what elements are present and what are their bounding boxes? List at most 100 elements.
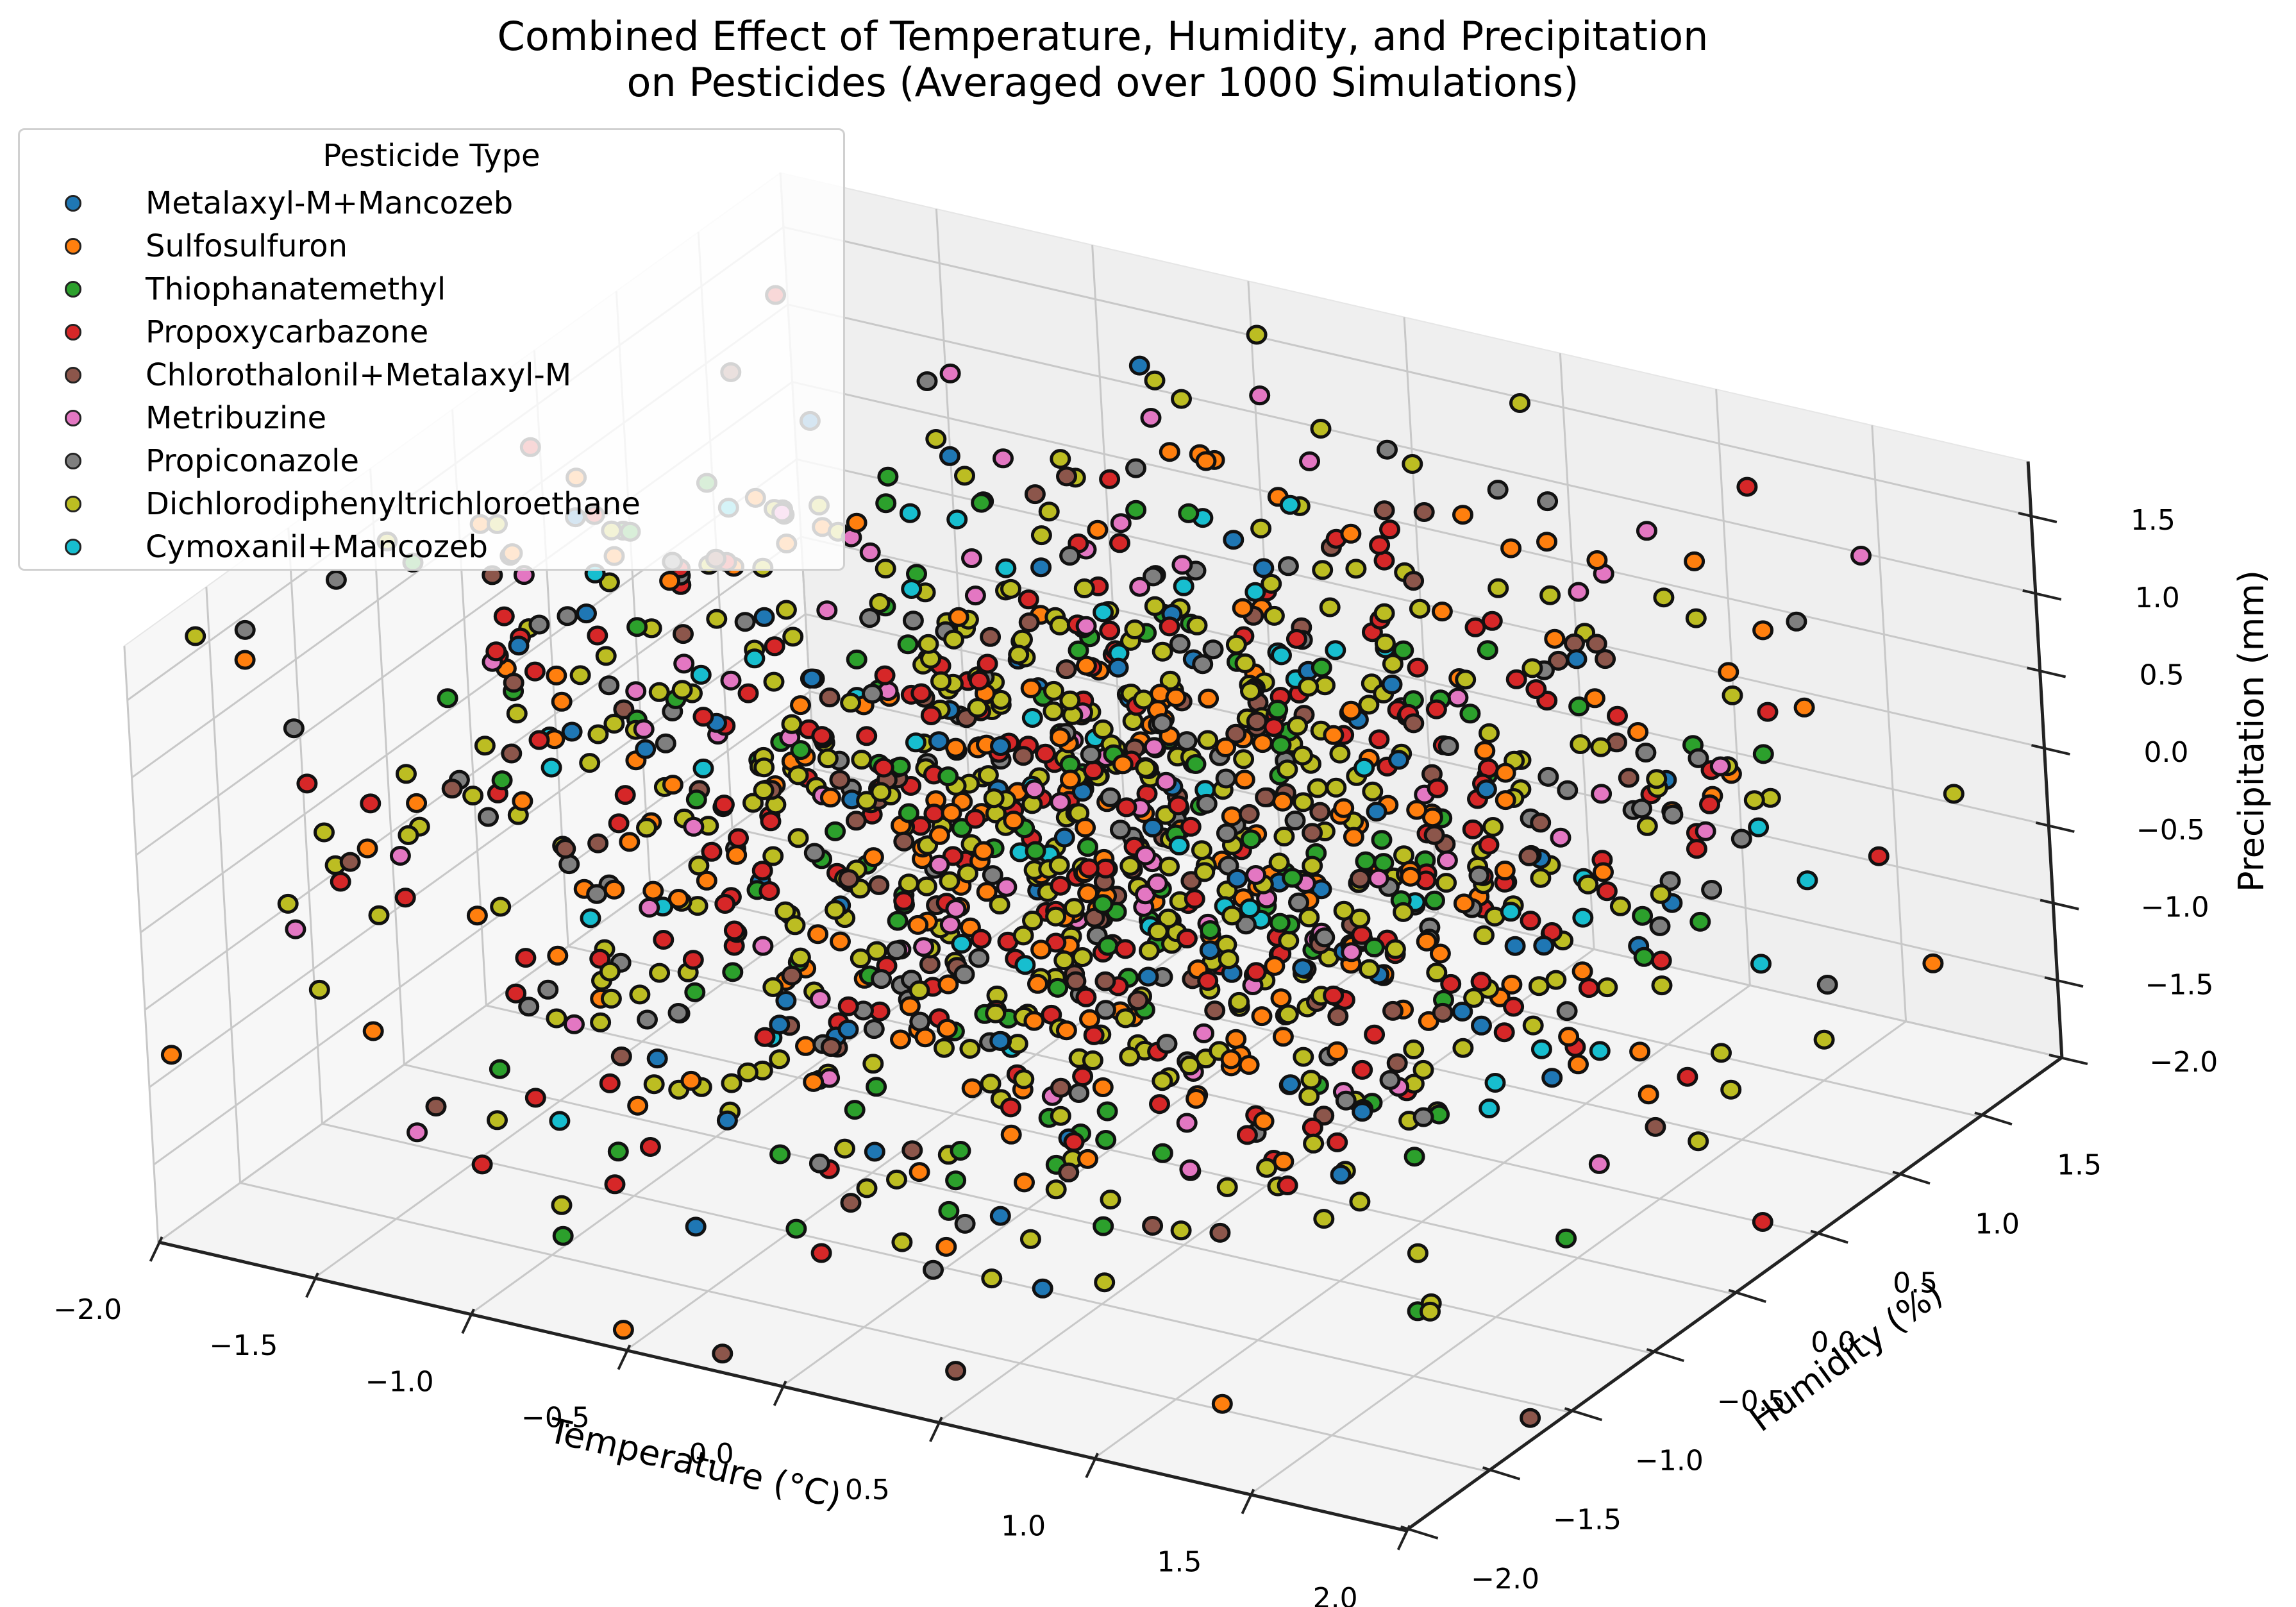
data-point xyxy=(1688,748,1709,768)
data-point xyxy=(1564,633,1585,653)
data-point xyxy=(1263,717,1285,737)
data-point xyxy=(561,721,583,742)
data-point xyxy=(1323,985,1345,1005)
data-point xyxy=(954,1213,976,1234)
data-point xyxy=(1186,615,1208,635)
data-point xyxy=(1425,699,1447,719)
data-point xyxy=(945,1170,967,1191)
y-tick-label: 1.0 xyxy=(1975,1207,2020,1240)
data-point xyxy=(763,671,785,692)
data-point xyxy=(1211,1393,1233,1414)
data-point xyxy=(1868,846,1890,866)
data-point xyxy=(785,1218,807,1239)
x-tick-label: −0.5 xyxy=(521,1402,590,1435)
data-point xyxy=(1168,795,1189,816)
x-tick-label: −1.0 xyxy=(365,1365,434,1398)
data-point xyxy=(1043,701,1064,721)
data-point xyxy=(1244,582,1266,602)
data-point xyxy=(1109,533,1130,553)
data-point xyxy=(546,1008,567,1029)
data-point xyxy=(1589,1041,1611,1061)
data-point xyxy=(1302,823,1323,843)
data-point xyxy=(1050,727,1071,748)
data-point xyxy=(662,775,683,795)
data-point xyxy=(712,1343,733,1364)
data-point xyxy=(1570,734,1591,754)
legend: Pesticide Type Metalaxyl-M+Mancozeb Sulf… xyxy=(18,128,845,571)
data-point xyxy=(781,965,803,986)
data-point xyxy=(642,880,664,901)
data-point xyxy=(1699,794,1720,814)
data-point xyxy=(1406,800,1428,820)
data-point xyxy=(1358,694,1380,715)
data-point xyxy=(1072,1066,1094,1087)
data-point xyxy=(1018,612,1040,632)
data-point xyxy=(923,1259,944,1280)
data-point xyxy=(1590,737,1612,757)
data-point xyxy=(754,1027,776,1047)
data-point xyxy=(1593,862,1614,882)
data-point xyxy=(501,743,523,764)
data-point xyxy=(1530,868,1552,888)
data-point xyxy=(742,793,764,813)
data-point xyxy=(1537,491,1559,512)
data-point xyxy=(671,680,693,700)
data-point xyxy=(1468,865,1490,886)
data-point xyxy=(886,1169,907,1190)
data-point xyxy=(775,991,797,1011)
data-point xyxy=(950,1141,971,1161)
data-point xyxy=(1618,768,1639,788)
data-point xyxy=(769,1049,791,1070)
data-point xyxy=(1403,571,1425,591)
data-point xyxy=(1403,1039,1425,1059)
data-point xyxy=(936,1018,958,1039)
data-point xyxy=(851,750,873,770)
data-point xyxy=(688,855,710,876)
data-point xyxy=(1096,1101,1118,1122)
data-point xyxy=(1246,711,1268,732)
data-point xyxy=(1638,1084,1659,1105)
data-point xyxy=(1278,930,1300,951)
data-point xyxy=(891,1232,913,1252)
data-point xyxy=(489,1059,510,1079)
data-point xyxy=(1627,722,1649,742)
data-point xyxy=(1572,907,1594,928)
data-point xyxy=(916,876,937,896)
data-point xyxy=(389,846,411,866)
data-point xyxy=(1135,758,1157,778)
data-point xyxy=(1020,678,1042,698)
data-point xyxy=(939,446,960,466)
data-point xyxy=(1159,442,1180,462)
data-point xyxy=(753,757,775,778)
data-point xyxy=(1816,975,1838,995)
data-point xyxy=(1327,1132,1348,1152)
y-tick-label: −1.0 xyxy=(1635,1444,1704,1477)
data-point xyxy=(1293,792,1314,812)
data-point xyxy=(1463,988,1485,1008)
data-point xyxy=(1636,816,1658,836)
data-point xyxy=(1253,1111,1275,1131)
data-point xyxy=(1413,502,1435,522)
data-point xyxy=(982,865,1003,886)
data-point xyxy=(753,780,775,800)
data-point xyxy=(505,983,527,1004)
data-point xyxy=(1225,634,1247,655)
data-point xyxy=(627,1095,649,1116)
data-point xyxy=(1152,641,1173,662)
data-point xyxy=(1300,1070,1322,1090)
data-point xyxy=(1270,988,1292,1009)
data-point xyxy=(612,1320,634,1340)
data-point xyxy=(1382,653,1404,674)
data-point xyxy=(1075,987,1097,1007)
data-point xyxy=(720,670,742,691)
tick-labels: −2.0−1.5−1.0−0.50.00.51.01.52.0−2.0−1.5−… xyxy=(53,504,2218,1607)
data-point xyxy=(1277,1175,1298,1195)
data-point xyxy=(564,1014,585,1034)
data-point xyxy=(1631,798,1652,819)
data-point xyxy=(659,571,681,591)
data-point xyxy=(866,1077,887,1097)
data-point xyxy=(1355,851,1377,871)
data-point xyxy=(1280,1074,1302,1095)
data-point xyxy=(1197,730,1219,750)
data-point xyxy=(1298,907,1320,928)
